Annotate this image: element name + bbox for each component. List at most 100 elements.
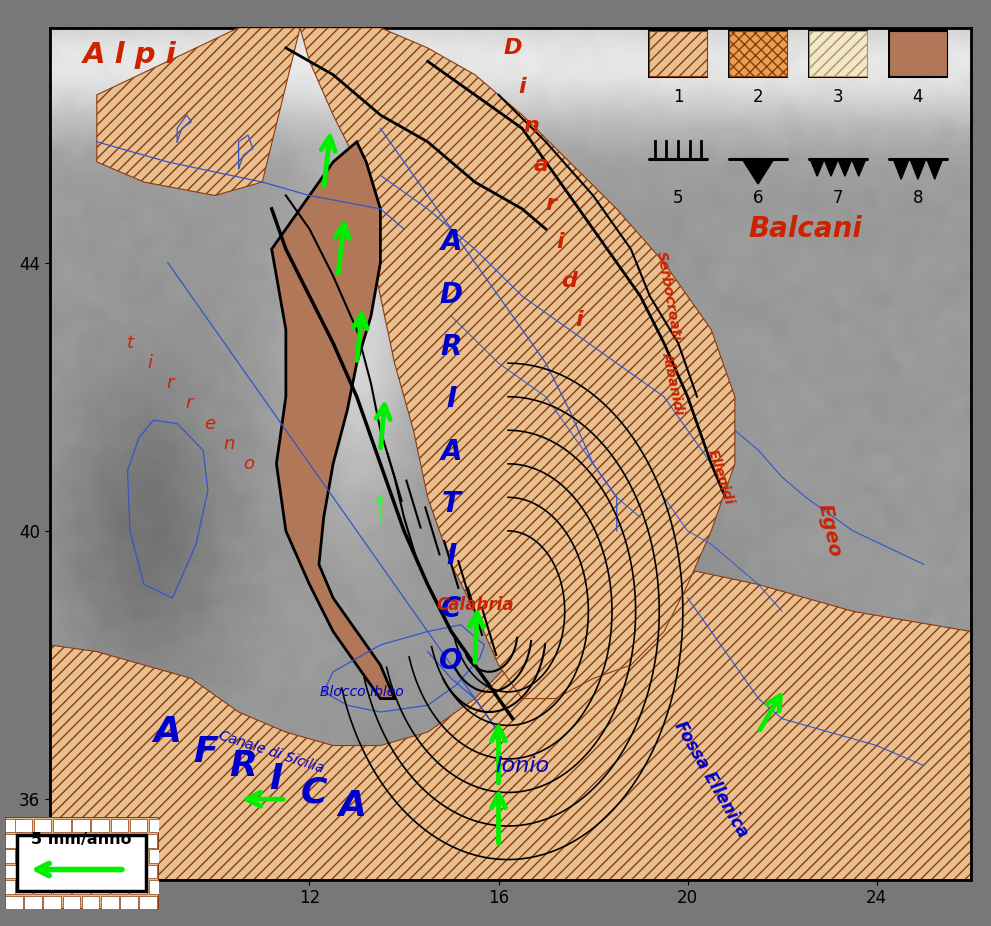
Polygon shape (851, 158, 866, 176)
Bar (810, 31, 867, 76)
Bar (111, 881, 128, 894)
Bar (34, 849, 52, 863)
Bar (5, 834, 23, 847)
Bar (130, 849, 148, 863)
Polygon shape (824, 158, 838, 176)
Text: Ellenidi: Ellenidi (706, 447, 736, 507)
Bar (649, 31, 707, 76)
Bar (140, 834, 157, 847)
Bar (808, 29, 868, 78)
Bar (91, 881, 109, 894)
Bar (34, 819, 52, 832)
Text: d: d (562, 271, 578, 292)
Bar (44, 895, 61, 909)
Text: e: e (204, 415, 215, 432)
Text: i: i (148, 354, 153, 372)
Text: 2: 2 (753, 88, 763, 106)
Bar (101, 865, 119, 879)
Bar (5, 819, 23, 832)
Text: C: C (441, 594, 462, 622)
Polygon shape (910, 158, 926, 180)
Text: Calabria: Calabria (436, 595, 513, 614)
Bar (15, 849, 33, 863)
Text: Blocco Ibleo: Blocco Ibleo (320, 685, 403, 699)
Bar (140, 895, 157, 909)
Bar (62, 895, 80, 909)
Text: n: n (523, 116, 539, 136)
Text: R: R (441, 333, 462, 361)
Polygon shape (742, 158, 774, 184)
Text: 7: 7 (832, 189, 843, 206)
Bar (5, 865, 23, 879)
Text: 6: 6 (753, 189, 763, 206)
Text: D: D (503, 38, 522, 58)
Polygon shape (837, 158, 852, 176)
Bar (120, 865, 138, 879)
Text: r: r (165, 374, 173, 393)
Bar (15, 881, 33, 894)
Text: A: A (154, 715, 181, 749)
Bar (5, 895, 23, 909)
Text: t: t (127, 334, 134, 352)
Text: a: a (533, 155, 549, 175)
Bar (34, 881, 52, 894)
Text: D: D (440, 281, 463, 308)
Polygon shape (50, 565, 971, 880)
Text: I: I (446, 385, 457, 413)
Bar (111, 849, 128, 863)
Bar (72, 849, 90, 863)
Bar (130, 881, 148, 894)
Text: A: A (338, 789, 366, 823)
Bar (81, 895, 99, 909)
Text: I: I (270, 762, 283, 796)
Text: 3: 3 (832, 88, 843, 106)
Bar (149, 881, 159, 894)
Bar (130, 819, 148, 832)
Bar (149, 819, 159, 832)
Bar (727, 29, 789, 78)
Text: O: O (439, 647, 463, 675)
Bar (17, 835, 147, 891)
Text: 1: 1 (673, 88, 684, 106)
Bar (101, 895, 119, 909)
Text: A: A (441, 229, 462, 257)
Text: A l p i: A l p i (83, 41, 176, 69)
Bar (140, 865, 157, 879)
Polygon shape (893, 158, 909, 180)
Bar (53, 819, 70, 832)
Text: Ionio: Ionio (496, 756, 549, 776)
Polygon shape (927, 158, 942, 180)
Bar (120, 895, 138, 909)
Text: 8: 8 (913, 189, 924, 206)
Text: n: n (223, 434, 235, 453)
Bar (888, 29, 948, 78)
Bar (111, 819, 128, 832)
Text: Fossa Ellenica: Fossa Ellenica (671, 718, 752, 841)
Bar (91, 849, 109, 863)
Bar (53, 849, 70, 863)
Bar (72, 819, 90, 832)
Bar (44, 865, 61, 879)
Text: i: i (556, 232, 564, 253)
Bar (120, 834, 138, 847)
Text: Albanidi: Albanidi (660, 351, 687, 416)
Bar (53, 881, 70, 894)
Bar (101, 834, 119, 847)
Bar (44, 834, 61, 847)
Bar (24, 834, 42, 847)
Text: 4: 4 (913, 88, 924, 106)
Bar (5, 849, 23, 863)
Text: F: F (193, 735, 218, 770)
Polygon shape (97, 28, 300, 195)
Bar (889, 31, 946, 76)
Polygon shape (810, 158, 825, 176)
Bar (15, 819, 33, 832)
Text: Canale di Sicilia: Canale di Sicilia (217, 729, 326, 776)
Bar (91, 819, 109, 832)
Bar (24, 865, 42, 879)
Text: I: I (446, 543, 457, 570)
Bar (729, 31, 787, 76)
Bar (81, 865, 99, 879)
Text: Balcani: Balcani (749, 215, 863, 243)
Text: R: R (229, 748, 258, 782)
